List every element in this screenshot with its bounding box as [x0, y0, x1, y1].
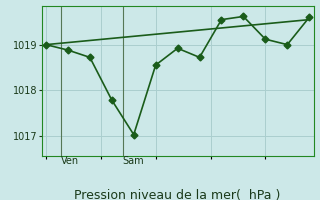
Text: Sam: Sam [123, 156, 144, 166]
Text: Ven: Ven [61, 156, 79, 166]
Text: Pression niveau de la mer(  hPa ): Pression niveau de la mer( hPa ) [75, 189, 281, 200]
